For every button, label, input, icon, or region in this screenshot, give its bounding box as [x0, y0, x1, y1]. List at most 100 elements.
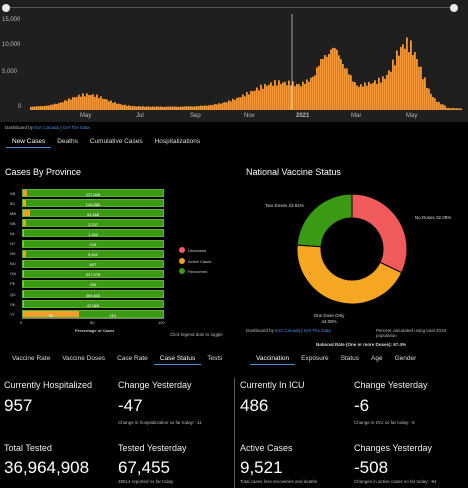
province-label: YT	[10, 311, 16, 317]
daily-bar	[148, 106, 150, 110]
legend-recovered[interactable]: Recovered	[179, 268, 207, 274]
tab-vaccine-rate[interactable]: Vaccine Rate	[12, 355, 51, 362]
daily-bar	[362, 86, 364, 110]
province-active-value: 85	[48, 312, 54, 318]
daily-bar	[246, 92, 248, 110]
daily-bar	[370, 83, 372, 110]
daily-bar	[324, 55, 326, 110]
donut-slice[interactable]	[351, 193, 408, 274]
daily-bar	[386, 74, 388, 110]
daily-bar	[390, 71, 392, 110]
active-segment	[23, 291, 25, 297]
tab-vaccine-doses[interactable]: Vaccine Doses	[62, 355, 106, 362]
left-stat-tabs: Vaccine Rate Vaccine Doses Case Rate Cas…	[6, 353, 228, 365]
province-value: 128	[89, 242, 97, 247]
credit-author-link[interactable]: Esri Canada	[275, 328, 301, 333]
date-range-track[interactable]	[6, 7, 454, 8]
province-bar: 206	[22, 279, 164, 288]
daily-bar	[368, 81, 370, 110]
get-data-link[interactable]: Get The Data	[303, 328, 331, 333]
stats-divider	[234, 378, 235, 488]
range-start-handle[interactable]	[2, 4, 10, 12]
daily-bar	[376, 83, 378, 110]
daily-bar	[240, 97, 242, 110]
daily-bar	[330, 49, 332, 110]
daily-bar	[60, 102, 62, 110]
active-note: Total cases less recoveries and deaths	[240, 479, 318, 484]
tab-case-status[interactable]: Case Status	[153, 353, 202, 365]
daily-bar	[174, 106, 176, 110]
daily-bar	[458, 108, 460, 110]
daily-bar	[378, 77, 380, 110]
daily-bar	[348, 74, 350, 110]
donut-slice[interactable]	[296, 244, 403, 305]
daily-bar	[438, 101, 440, 110]
daily-bar	[414, 52, 416, 110]
daily-bar	[406, 37, 408, 110]
daily-bar	[364, 82, 366, 110]
range-end-handle[interactable]	[450, 4, 458, 12]
daily-bar	[460, 108, 462, 110]
changes-label: Changes Yesterday	[354, 443, 433, 453]
daily-bar	[296, 83, 298, 110]
legend-dot[interactable]	[179, 258, 185, 264]
daily-bar	[280, 84, 282, 110]
legend-dot[interactable]	[179, 268, 185, 274]
daily-bar	[270, 82, 272, 110]
daily-bar	[104, 98, 106, 110]
daily-bar	[420, 66, 422, 110]
daily-bar	[110, 100, 112, 110]
daily-bar	[302, 81, 304, 110]
legend-label: Active Cases	[188, 258, 212, 264]
daily-bar	[202, 105, 204, 110]
daily-bar	[394, 65, 396, 110]
daily-bar	[208, 105, 210, 110]
daily-bar	[452, 108, 454, 110]
y-tick: 5,000	[2, 69, 18, 75]
daily-bar	[192, 106, 194, 110]
legend-active[interactable]: Active Cases	[179, 258, 211, 264]
credit-author-link[interactable]: Esri Canada	[34, 125, 60, 130]
tab-vaccination[interactable]: Vaccination	[250, 353, 296, 365]
daily-bar	[454, 108, 456, 110]
tested-value: 36,964,908	[4, 458, 90, 477]
province-bar: 47,965	[22, 300, 164, 309]
get-data-link[interactable]: Get The Data	[62, 125, 90, 130]
daily-bar	[366, 85, 368, 110]
legend-label: Recovered	[188, 268, 208, 274]
tab-new-cases[interactable]: New Cases	[6, 136, 52, 148]
tab-hospitalizations[interactable]: Hospitalizations	[154, 138, 201, 145]
daily-bar	[272, 85, 274, 110]
daily-bar	[404, 48, 406, 110]
daily-bar	[224, 102, 226, 110]
vaccine-dashboard-credit: Dashboard by Esri Canada | Get The Data	[246, 328, 331, 333]
tab-deaths[interactable]: Deaths	[57, 138, 78, 145]
slice-label-no-doses: No Doses 32.08%	[415, 215, 452, 220]
daily-bar	[322, 58, 324, 110]
province-value: 52,468	[86, 211, 100, 217]
daily-bar	[306, 79, 308, 110]
tab-cumulative-cases[interactable]: Cumulative Cases	[89, 138, 143, 145]
daily-bar	[214, 103, 216, 110]
tab-age[interactable]: Age	[371, 355, 383, 362]
province-bar: 537,978	[22, 269, 164, 278]
tab-exposure[interactable]: Exposure	[301, 355, 329, 362]
donut-slice[interactable]	[296, 193, 353, 248]
legend-deceased[interactable]: Deceased	[179, 247, 206, 253]
daily-bar	[112, 102, 114, 110]
daily-bar	[62, 102, 64, 110]
tab-tests[interactable]: Tests	[207, 355, 223, 362]
tab-gender[interactable]: Gender	[394, 355, 417, 362]
daily-bar	[286, 85, 288, 110]
daily-bar	[334, 48, 336, 110]
legend-dot[interactable]	[179, 247, 185, 253]
daily-bar	[308, 81, 310, 110]
x-tick: Mar	[351, 113, 362, 119]
daily-bar	[152, 106, 154, 110]
tab-status[interactable]: Status	[340, 355, 360, 362]
daily-bar	[372, 83, 374, 110]
slice-label-two-doses: Two Doses 23.84%	[265, 203, 304, 208]
daily-bar	[432, 96, 434, 110]
daily-bar	[344, 68, 346, 110]
tab-case-rate[interactable]: Case Rate	[117, 355, 148, 362]
